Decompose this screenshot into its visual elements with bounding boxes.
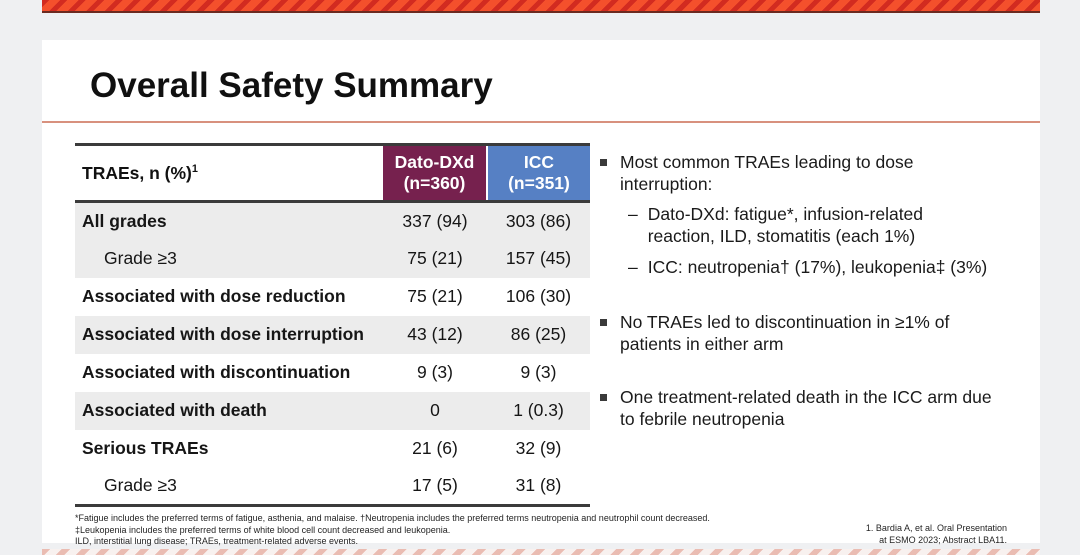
bullet-text: Most common TRAEs leading to dose interr… bbox=[620, 152, 914, 194]
table-header-label: TRAEs, n (%)1 bbox=[75, 144, 383, 202]
bullet-text: No TRAEs led to discontinuation in ≥1% o… bbox=[620, 312, 950, 354]
sub-bullet-dato-dxd: – Dato-DXd: fatigue*, infusion-related r… bbox=[628, 203, 994, 247]
dato-column-n: (n=360) bbox=[403, 173, 466, 193]
dash-bullet-icon: – bbox=[628, 204, 638, 224]
citation-line: at ESMO 2023; Abstract LBA11. bbox=[879, 534, 1007, 545]
traes-label: TRAEs, n (%) bbox=[82, 162, 192, 183]
bullet-text: One treatment-related death in the ICC a… bbox=[620, 387, 992, 429]
dato-value-cell: 0 bbox=[383, 391, 487, 430]
row-label: Associated with discontinuation bbox=[75, 353, 383, 392]
footnote-line: ‡Leukopenia includes the preferred terms… bbox=[75, 524, 451, 535]
bullet-item-no-discontinuation: No TRAEs led to discontinuation in ≥1% o… bbox=[600, 311, 1004, 355]
page-title: Overall Safety Summary bbox=[90, 66, 493, 105]
title-underline-rule bbox=[42, 121, 1040, 123]
table-row-dose-reduction: Associated with dose reduction 75 (21) 1… bbox=[75, 277, 590, 316]
bullet-item-dose-interruption: Most common TRAEs leading to dose interr… bbox=[600, 151, 1004, 195]
sub-bullet-text: ICC: neutropenia† (17%), leukopenia‡ (3%… bbox=[647, 257, 988, 277]
row-label: Associated with dose interruption bbox=[75, 315, 383, 354]
row-label: Grade ≥3 bbox=[75, 467, 383, 506]
footnote-line: *Fatigue includes the preferred terms of… bbox=[75, 513, 710, 523]
square-bullet-icon bbox=[600, 159, 607, 166]
bullet-item-treatment-death: One treatment-related death in the ICC a… bbox=[600, 386, 1004, 430]
icc-column-n: (n=351) bbox=[508, 173, 570, 193]
square-bullet-icon bbox=[600, 394, 607, 401]
dato-value-cell: 75 (21) bbox=[383, 277, 487, 316]
icc-value-cell: 303 (86) bbox=[487, 201, 590, 240]
table-row-death: Associated with death 0 1 (0.3) bbox=[75, 391, 590, 430]
row-label: All grades bbox=[75, 201, 383, 240]
icc-value-cell: 32 (9) bbox=[487, 429, 590, 468]
dato-value-cell: 21 (6) bbox=[383, 429, 487, 468]
icc-value-cell: 1 (0.3) bbox=[487, 391, 590, 430]
footnotes: *Fatigue includes the preferred terms of… bbox=[75, 513, 710, 548]
icc-value-cell: 31 (8) bbox=[487, 467, 590, 506]
key-findings-bullet-list: Most common TRAEs leading to dose interr… bbox=[600, 151, 1004, 430]
table-row-discontinuation: Associated with discontinuation 9 (3) 9 … bbox=[75, 353, 590, 392]
row-label: Grade ≥3 bbox=[75, 239, 383, 278]
row-label: Serious TRAEs bbox=[75, 429, 383, 468]
top-striped-banner bbox=[42, 0, 1040, 13]
table-row-all-grades-grade3: Grade ≥3 75 (21) 157 (45) bbox=[75, 239, 590, 278]
icc-value-cell: 9 (3) bbox=[487, 353, 590, 392]
icc-value-cell: 106 (30) bbox=[487, 277, 590, 316]
dato-value-cell: 337 (94) bbox=[383, 201, 487, 240]
citation-line: 1. Bardia A, et al. Oral Presentation bbox=[865, 523, 1007, 533]
table-header-row: TRAEs, n (%)1 Dato-DXd (n=360) ICC (n=35… bbox=[75, 144, 590, 202]
table-row-all-grades: All grades 337 (94) 303 (86) bbox=[75, 201, 590, 240]
traes-label-superscript: 1 bbox=[191, 162, 198, 175]
dato-column-name: Dato-DXd bbox=[394, 152, 475, 172]
dato-value-cell: 43 (12) bbox=[383, 315, 487, 354]
row-label: Associated with dose reduction bbox=[75, 277, 383, 316]
slide-card: Overall Safety Summary TRAEs, n (%)1 Dat… bbox=[42, 40, 1040, 546]
table-header-dato-dxd: Dato-DXd (n=360) bbox=[383, 144, 487, 202]
sub-bullet-icc: – ICC: neutropenia† (17%), leukopenia‡ (… bbox=[628, 256, 994, 278]
safety-summary-table: TRAEs, n (%)1 Dato-DXd (n=360) ICC (n=35… bbox=[75, 143, 590, 507]
dash-bullet-icon: – bbox=[628, 257, 638, 277]
icc-column-name: ICC bbox=[523, 152, 555, 172]
icc-value-cell: 157 (45) bbox=[487, 239, 590, 278]
table-header-icc: ICC (n=351) bbox=[486, 144, 590, 202]
square-bullet-icon bbox=[600, 319, 607, 326]
icc-value-cell: 86 (25) bbox=[487, 315, 590, 354]
bottom-striped-strip bbox=[42, 549, 1040, 555]
dato-value-cell: 17 (5) bbox=[383, 467, 487, 506]
table-row-serious-grade3: Grade ≥3 17 (5) 31 (8) bbox=[75, 467, 590, 506]
dato-value-cell: 75 (21) bbox=[383, 239, 487, 278]
footnote-line: ILD, interstitial lung disease; TRAEs, t… bbox=[75, 536, 358, 546]
dato-value-cell: 9 (3) bbox=[383, 353, 487, 392]
row-label: Associated with death bbox=[75, 391, 383, 430]
table-row-dose-interruption: Associated with dose interruption 43 (12… bbox=[75, 315, 590, 354]
table-row-serious-traes: Serious TRAEs 21 (6) 32 (9) bbox=[75, 429, 590, 468]
sub-bullet-text: Dato-DXd: fatigue*, infusion-related rea… bbox=[647, 204, 924, 246]
citation-reference: 1. Bardia A, et al. Oral Presentation at… bbox=[866, 523, 1007, 546]
